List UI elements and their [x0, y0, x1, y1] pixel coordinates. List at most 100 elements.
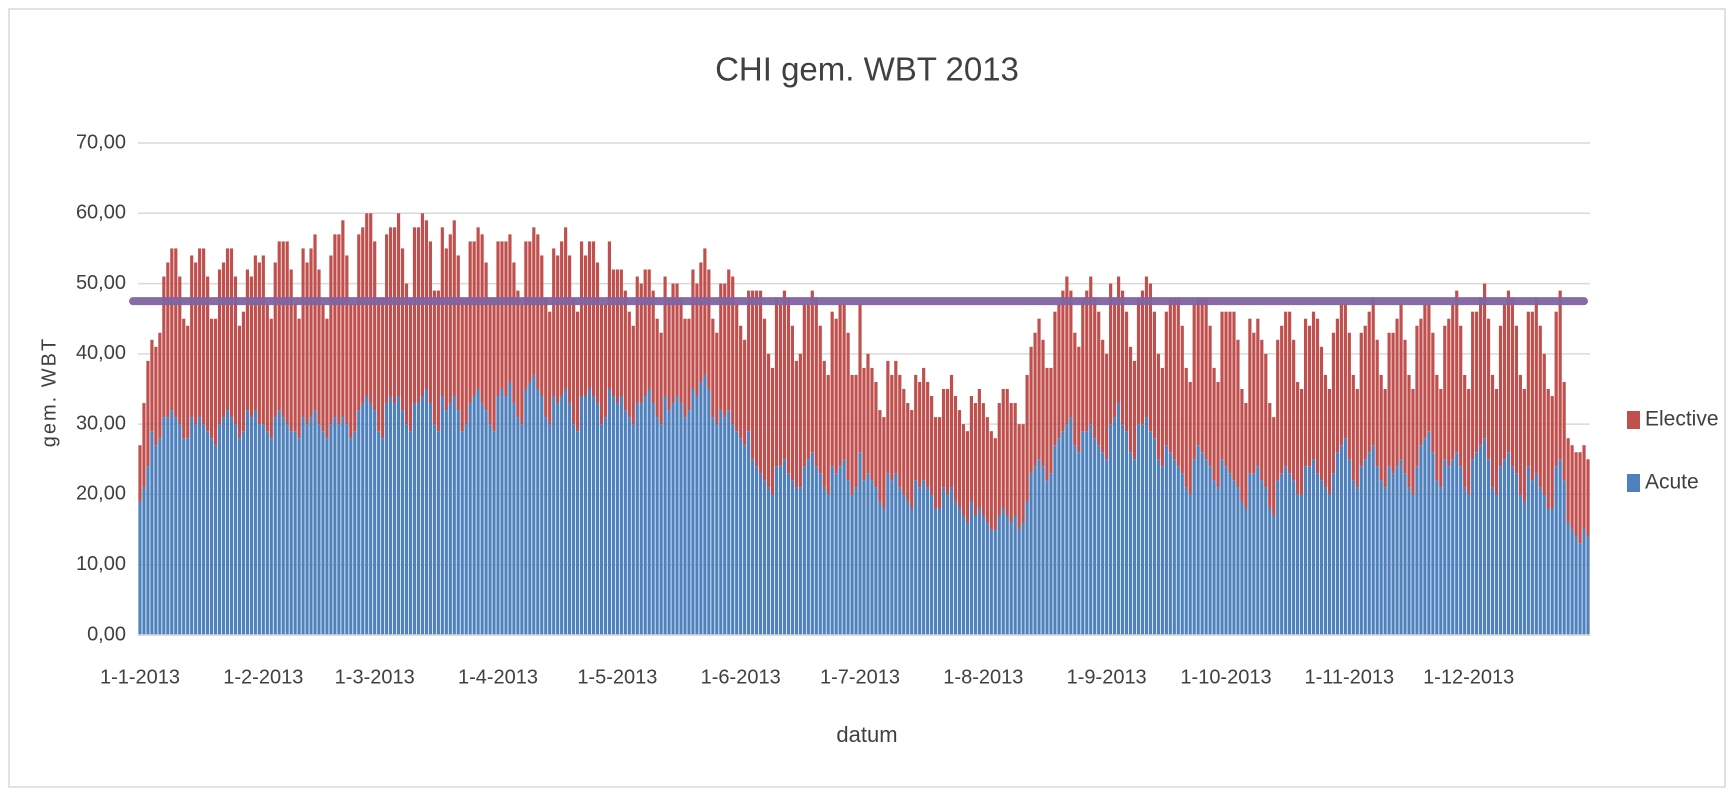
- bar-segment: [1570, 445, 1574, 530]
- bar-segment: [790, 325, 794, 481]
- bar-segment: [337, 424, 341, 635]
- bar-segment: [1204, 459, 1208, 635]
- bar-segment: [353, 431, 357, 635]
- bar-segment: [575, 311, 580, 432]
- bar-segment: [918, 487, 922, 635]
- bar-segment: [583, 396, 588, 635]
- bar-segment: [536, 234, 540, 389]
- bar-segment: [762, 480, 767, 635]
- bar-segment: [253, 410, 257, 635]
- bar-segment: [711, 417, 715, 635]
- y-tick-label: 50,00: [76, 272, 126, 294]
- bar-segment: [846, 480, 850, 635]
- bar-segment: [679, 297, 683, 404]
- bar-segment: [1256, 466, 1260, 635]
- bar-segment: [973, 515, 977, 635]
- bar-segment: [993, 438, 997, 530]
- bar-segment: [707, 269, 711, 389]
- bar-segment: [396, 396, 401, 635]
- bar-segment: [404, 424, 409, 635]
- bar-segment: [1522, 389, 1526, 502]
- bar-segment: [138, 445, 142, 502]
- x-tick-label: 1-7-2013: [820, 666, 900, 688]
- bar-segment: [269, 438, 273, 635]
- bar-segment: [1351, 480, 1355, 635]
- bar-segment: [1208, 466, 1212, 635]
- bar-segment: [699, 262, 703, 382]
- bar-segment: [440, 227, 444, 397]
- bar-segment: [627, 311, 631, 418]
- bar-segment: [1196, 297, 1200, 446]
- bar-segment: [1105, 459, 1109, 635]
- bar-segment: [392, 403, 397, 635]
- bar-segment: [1089, 276, 1093, 425]
- bar-segment: [1435, 480, 1439, 635]
- bar-segment: [719, 410, 723, 635]
- bar-segment: [1065, 276, 1069, 425]
- bar-segment: [1482, 283, 1487, 439]
- bar-segment: [369, 213, 373, 404]
- bar-segment: [1025, 374, 1029, 502]
- bar-segment: [297, 438, 301, 635]
- x-tick-label: 1-1-2013: [100, 666, 180, 688]
- bar-segment: [1578, 452, 1582, 544]
- bar-segment: [524, 389, 528, 635]
- bar-segment: [528, 241, 532, 382]
- bar-segment: [464, 297, 468, 425]
- bar-segment: [818, 325, 822, 474]
- bar-segment: [1403, 339, 1407, 474]
- bar-segment: [667, 410, 671, 635]
- bar-segment: [922, 480, 926, 635]
- bar-segment: [1280, 325, 1284, 474]
- bar-segment: [1005, 515, 1009, 635]
- bar-segment: [850, 374, 854, 495]
- bar-segment: [1284, 311, 1288, 467]
- bar-segment: [930, 494, 934, 635]
- bar-segment: [460, 431, 464, 635]
- bar-segment: [870, 367, 874, 481]
- bar-segment: [822, 487, 826, 635]
- bar-segment: [178, 276, 182, 425]
- bar-segment: [1085, 431, 1089, 635]
- x-tick-label: 1-5-2013: [577, 666, 657, 688]
- bar-segment: [1323, 487, 1328, 635]
- bar-segment: [866, 473, 870, 635]
- bar-segment: [874, 487, 878, 635]
- bar-segment: [1184, 487, 1188, 635]
- bar-segment: [1359, 332, 1363, 467]
- bar-segment: [385, 234, 389, 404]
- bar-segment: [751, 459, 755, 635]
- bar-segment: [277, 410, 281, 635]
- bar-segment: [233, 424, 238, 635]
- bar-segment: [400, 410, 405, 635]
- bar-segment: [1463, 487, 1467, 635]
- bar-segment: [1081, 431, 1085, 635]
- bar-segment: [961, 515, 966, 635]
- bar-segment: [1248, 473, 1252, 635]
- bar-segment: [548, 311, 552, 425]
- y-axis-label: gem. WBT: [38, 337, 60, 447]
- bar-segment: [667, 297, 671, 411]
- bar-segment: [1292, 339, 1296, 481]
- bar-segment: [914, 480, 918, 635]
- x-tick-label: 1-3-2013: [335, 666, 415, 688]
- bar-segment: [341, 220, 345, 418]
- bar-segment: [1132, 360, 1137, 460]
- bar-segment: [1204, 297, 1208, 460]
- bar-segment: [858, 452, 862, 635]
- bar-segment: [687, 318, 691, 411]
- bar-segment: [385, 403, 389, 635]
- bar-segment: [1097, 311, 1101, 446]
- bar-segment: [953, 501, 958, 635]
- bar-segment: [524, 241, 528, 389]
- bar-segment: [1081, 297, 1085, 432]
- bar-segment: [1240, 389, 1244, 502]
- bar-segment: [1005, 389, 1009, 516]
- bar-segment: [217, 269, 222, 425]
- bar-segment: [894, 360, 898, 474]
- bar-segment: [1049, 473, 1053, 635]
- bar-segment: [1220, 459, 1224, 635]
- bar-segment: [1538, 325, 1542, 488]
- bar-segment: [484, 262, 488, 411]
- bar-segment: [213, 318, 218, 446]
